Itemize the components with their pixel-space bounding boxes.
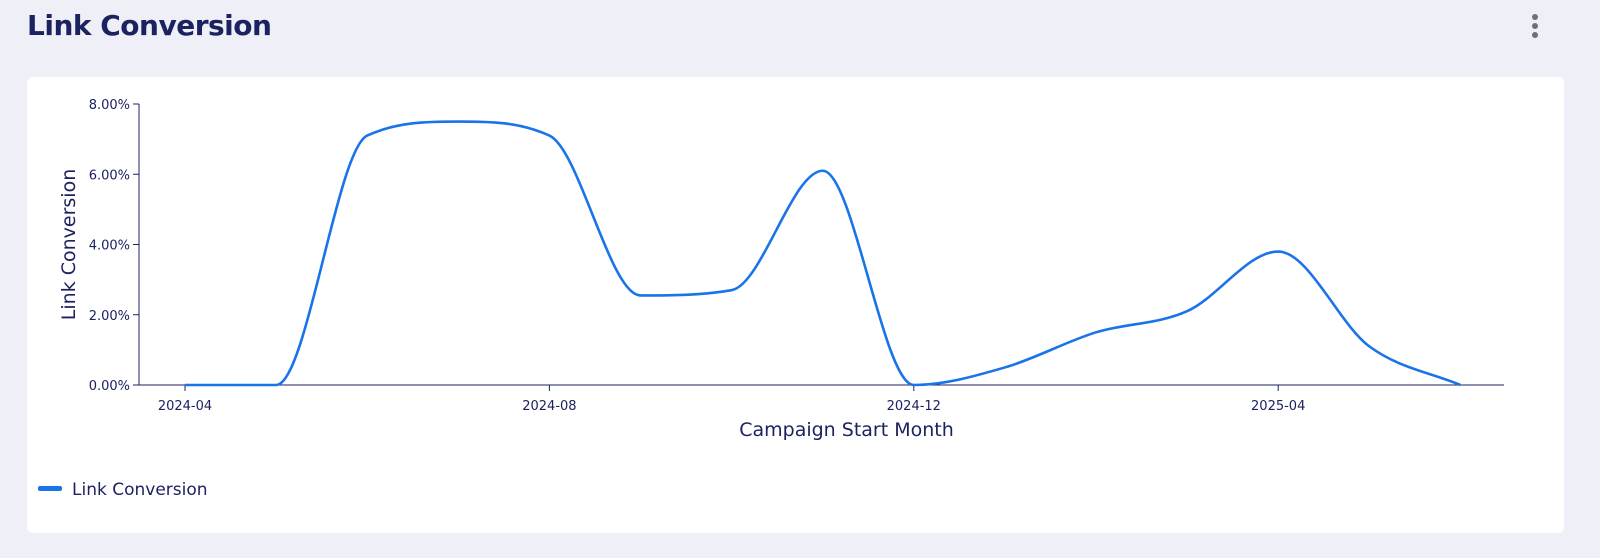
- y-axis: 0.00% 2.00% 4.00% 6.00% 8.00%: [89, 98, 140, 394]
- series-line-link-conversion: [184, 120, 1461, 387]
- x-axis: 2024-04 2024-08 2024-12 2025-04: [139, 384, 1504, 414]
- line-chart: 0.00% 2.00% 4.00% 6.00% 8.00% 2024-04 2024-08…: [38, 98, 1504, 500]
- page-title: Link Conversion: [27, 9, 272, 42]
- x-tick-label: 2024-04: [158, 399, 212, 414]
- x-tick-label: 2024-12: [887, 399, 941, 414]
- plot-area: [184, 120, 1461, 387]
- more-options-button[interactable]: [1520, 10, 1550, 42]
- y-tick-label: 6.00%: [89, 168, 130, 183]
- x-tick-label: 2024-08: [522, 399, 576, 414]
- legend-label: Link Conversion: [72, 480, 208, 500]
- more-vertical-icon: [1532, 14, 1538, 38]
- legend[interactable]: Link Conversion: [38, 480, 208, 500]
- y-tick-label: 4.00%: [89, 239, 130, 254]
- x-tick-label: 2025-04: [1251, 399, 1305, 414]
- y-axis-label: Link Conversion: [58, 169, 80, 320]
- y-tick-label: 8.00%: [89, 98, 130, 113]
- y-tick-label: 2.00%: [89, 309, 130, 324]
- legend-swatch: [38, 486, 62, 491]
- chart-card: 0.00% 2.00% 4.00% 6.00% 8.00% 2024-04 2024-08…: [27, 77, 1564, 533]
- y-tick-label: 0.00%: [89, 379, 130, 394]
- x-axis-label: Campaign Start Month: [739, 419, 954, 441]
